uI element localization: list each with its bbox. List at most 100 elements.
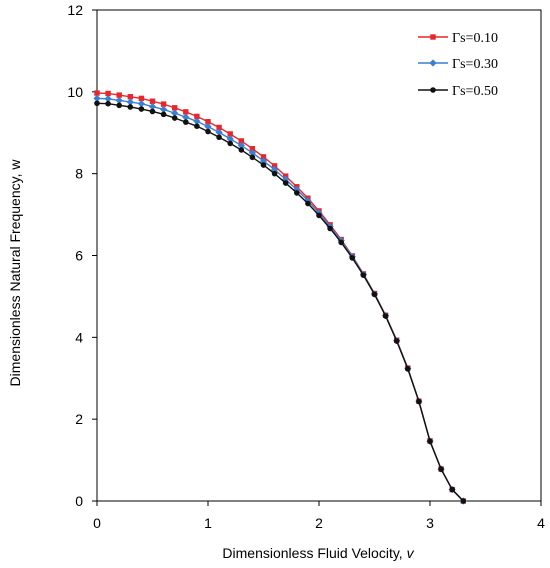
series-1-point [116,92,122,98]
series-3-point [127,104,134,110]
x-axis-title-variable: v [407,545,415,561]
series-1-point [260,154,267,160]
series-3-point [171,115,178,121]
series-3-point [149,108,156,115]
series-3-point [316,212,322,219]
series-3-point [205,128,211,135]
series-1-point [227,131,233,137]
series-2-point [215,128,223,136]
series-2-point [171,109,179,117]
x-tick-label: 1 [204,515,212,531]
legend-swatch-marker [429,59,437,67]
series-3-point [282,180,289,186]
series-2-point [137,100,145,108]
series-2-point [115,96,123,105]
series-1-point [138,95,145,102]
series-3-point [449,486,456,493]
series-2-point [93,94,101,102]
y-tick-label: 0 [75,493,83,509]
x-tick-label: 4 [537,515,545,531]
series-3-point [183,119,189,125]
legend: Γs=0.10 Γs=0.30 Γs=0.50 [418,31,498,99]
series-1-point [238,138,244,144]
series-1-point [271,163,278,169]
series-layer [93,90,467,505]
series-2-point [304,197,312,205]
series-3-point [260,162,267,168]
series-1-line [96,92,464,502]
series-3 [94,100,467,504]
series-2-point [193,117,201,125]
legend-item: Γs=0.50 [418,84,498,99]
series-3-point [105,100,111,107]
series-3-point [305,200,311,207]
series-3-point [294,190,300,196]
series-3-point [427,438,433,445]
series-3-point [238,147,245,153]
y-tick-label: 12 [67,2,83,18]
series-3-point [327,225,333,232]
y-tick-label: 6 [75,248,83,264]
series-2-point [182,113,190,121]
series-1-point [105,90,111,97]
series-1-point [172,105,178,111]
series-3-point [371,291,378,298]
series-2-point [271,165,279,174]
x-axis-title: Dimensionless Fluid Velocity, v [222,545,414,561]
series-2 [93,94,467,505]
series-3-point [227,140,233,147]
y-axis-title: Dimensionless Natural Frequency, w [7,159,23,387]
series-3-point [405,366,411,372]
legend-label: Γs=0.50 [452,84,498,99]
y-tick-label: 2 [75,411,83,427]
series-3-point [393,338,400,344]
series-3-point [338,239,345,246]
series-3-point [271,170,278,177]
series-2-point [104,95,112,103]
series-2-point [237,141,245,150]
series-3-line [96,102,464,502]
legend-item: Γs=0.10 [418,31,498,46]
series-3-point [249,154,256,161]
series-3-point [349,255,356,261]
series-3-point [438,466,444,472]
series-2-point [248,149,256,157]
series-3-point [194,123,200,130]
legend-swatch-marker [430,34,436,40]
y-tick-label: 4 [75,329,83,345]
y-tick-label: 10 [67,84,83,100]
x-tick-label: 0 [93,515,101,531]
series-1-point [94,90,100,96]
series-2-line [96,97,464,502]
x-axis-title-text: Dimensionless Fluid Velocity, [222,545,406,561]
series-1-point [216,124,222,131]
series-3-point [360,272,367,278]
series-2-point [204,123,212,131]
series-1-point [205,119,211,125]
series-1-point [194,113,200,120]
y-tick-label: 8 [75,166,83,182]
legend-item: Γs=0.30 [418,57,498,72]
series-3-point [116,102,122,109]
series-1-point [249,146,256,152]
series-1-point [160,101,167,107]
series-2-point [259,157,268,165]
series-3-point [382,313,389,319]
series-3-point [160,111,167,118]
series-1 [94,90,466,504]
series-1-point [127,94,133,100]
legend-label: Γs=0.10 [452,31,498,46]
legend-label: Γs=0.30 [452,57,498,72]
series-2-point [126,98,134,106]
legend-swatch-marker [430,87,436,93]
series-2-point [148,102,157,111]
series-1-point [149,98,156,104]
x-tick-label: 3 [426,515,434,531]
series-3-point [216,134,222,141]
series-1-point [183,109,189,115]
series-3-point [416,398,422,405]
series-3-point [94,100,100,107]
x-tick-label: 2 [315,515,323,531]
